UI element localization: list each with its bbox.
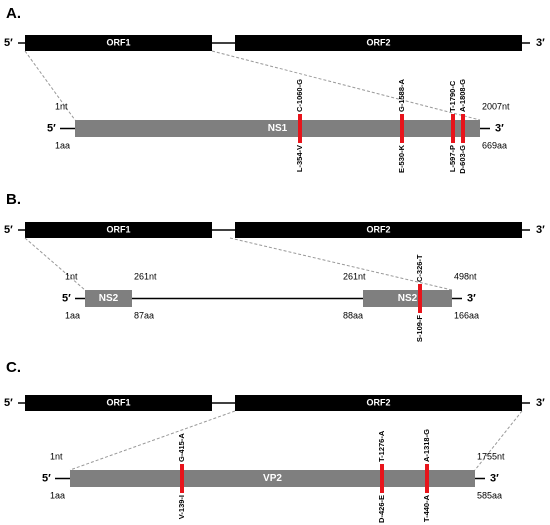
end-aa: 87aa (134, 310, 154, 320)
five-prime: 5′ (42, 472, 51, 484)
zoom-line (24, 50, 76, 121)
end-aa: 585aa (477, 490, 502, 500)
start-nt: 1nt (55, 101, 68, 111)
orf-box (235, 395, 522, 411)
nt-change: T-1790-C (448, 80, 457, 112)
nt-change: C-326-T (415, 254, 424, 282)
aa-change: T-440-A (422, 494, 431, 522)
aa-change: S-109-F (415, 315, 424, 343)
orf-label: ORF1 (106, 37, 130, 47)
end-nt: 498nt (454, 271, 477, 281)
start-aa: 88aa (343, 310, 363, 320)
nt-change: G-415-A (177, 433, 186, 462)
zoom-line (474, 410, 523, 471)
mutation-mark (451, 114, 455, 143)
mutation-mark (461, 114, 465, 143)
three-prime: 3′ (536, 397, 545, 409)
five-prime: 5′ (62, 292, 71, 304)
mutation-mark (418, 284, 422, 313)
orf-box (235, 35, 522, 51)
five-prime: 5′ (4, 224, 13, 236)
gene-box (75, 120, 480, 137)
nt-change: A-1808-G (458, 79, 467, 112)
gene-box (70, 470, 475, 487)
orf-box (25, 222, 212, 238)
gene-name: NS2 (398, 293, 418, 304)
end-nt: 1755nt (477, 451, 505, 461)
gene-box (85, 290, 132, 307)
mutation-mark (400, 114, 404, 143)
aa-change: E-530-K (397, 144, 406, 173)
gene-name: VP2 (263, 473, 282, 484)
mutation-mark (380, 464, 384, 493)
three-prime: 3′ (536, 224, 545, 236)
aa-change: L-354-V (295, 145, 304, 172)
orf-box (25, 395, 212, 411)
start-nt: 1nt (50, 451, 63, 461)
orf-label: ORF2 (366, 37, 390, 47)
panel-label: A. (6, 5, 21, 22)
five-prime: 5′ (47, 122, 56, 134)
orf-label: ORF1 (106, 224, 130, 234)
end-nt: 261nt (134, 271, 157, 281)
aa-change: L-597-P (448, 145, 457, 172)
aa-change: D-426-E (377, 495, 386, 523)
orf-label: ORF1 (106, 397, 130, 407)
gene-name: NS2 (99, 293, 119, 304)
mutation-mark (180, 464, 184, 493)
end-aa: 669aa (482, 140, 507, 150)
start-aa: 1aa (50, 490, 65, 500)
aa-change: V-139-I (177, 495, 186, 519)
start-nt: 261nt (343, 271, 366, 281)
start-aa: 1aa (55, 140, 70, 150)
orf-label: ORF2 (366, 397, 390, 407)
aa-change: D-603-G (458, 145, 467, 174)
end-nt: 2007nt (482, 101, 510, 111)
orf-box (25, 35, 212, 51)
zoom-line (211, 50, 481, 121)
orf-box (235, 222, 522, 238)
mutation-mark (298, 114, 302, 143)
zoom-line (69, 410, 236, 471)
nt-change: G-1588-A (397, 78, 406, 112)
nt-change: C-1060-G (295, 79, 304, 112)
three-prime: 3′ (490, 472, 499, 484)
three-prime: 3′ (495, 122, 504, 134)
end-aa: 166aa (454, 310, 479, 320)
three-prime: 3′ (467, 292, 476, 304)
start-nt: 1nt (65, 271, 78, 281)
five-prime: 5′ (4, 37, 13, 49)
panel-label: C. (6, 359, 21, 376)
zoom-line (24, 237, 86, 291)
start-aa: 1aa (65, 310, 80, 320)
gene-box (363, 290, 452, 307)
mutation-mark (425, 464, 429, 493)
nt-change: A-1318-G (422, 429, 431, 462)
five-prime: 5′ (4, 397, 13, 409)
panel-label: B. (6, 191, 21, 208)
zoom-line (229, 237, 453, 291)
orf-label: ORF2 (366, 224, 390, 234)
three-prime: 3′ (536, 37, 545, 49)
nt-change: T-1276-A (377, 430, 386, 462)
gene-name: NS1 (268, 123, 288, 134)
